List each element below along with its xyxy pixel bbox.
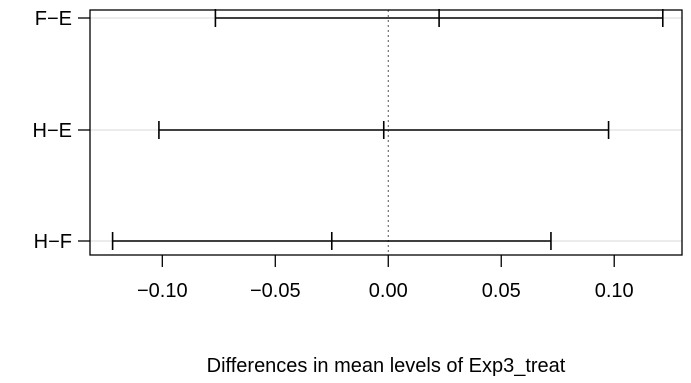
plot-frame xyxy=(89,9,683,256)
y-tick-label: H−F xyxy=(34,231,72,253)
y-tick-label: H−E xyxy=(33,120,72,142)
error-bar xyxy=(158,121,610,139)
x-tick-label: −0.05 xyxy=(250,280,301,302)
x-tick-label: 0.10 xyxy=(595,280,634,302)
x-tick-label: 0.00 xyxy=(369,280,408,302)
x-axis-title: Differences in mean levels of Exp3_treat xyxy=(207,355,566,377)
error-bar xyxy=(111,232,552,250)
error-bar xyxy=(214,9,664,27)
y-tick-label: F−E xyxy=(35,8,72,30)
x-tick-label: 0.05 xyxy=(482,280,521,302)
y-axis: F−E H−E H−F xyxy=(33,8,90,253)
x-axis: −0.10 −0.05 0.00 0.05 0.10 xyxy=(137,255,634,302)
error-bars xyxy=(111,9,664,250)
x-tick-label: −0.10 xyxy=(137,280,188,302)
